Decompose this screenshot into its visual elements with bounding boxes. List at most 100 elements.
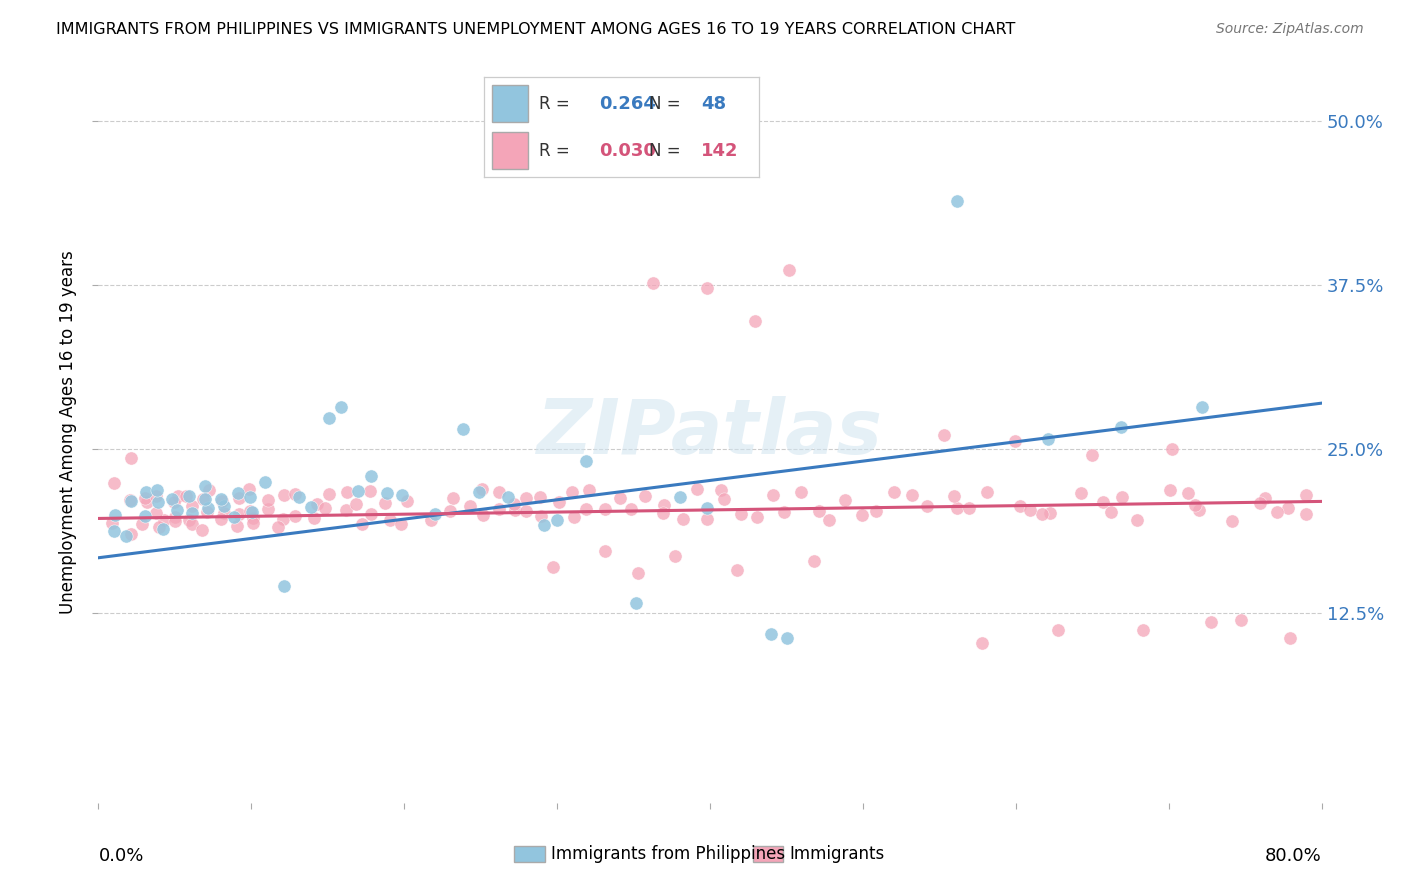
Point (360, 469, 382, 483)
Point (548, 494, 571, 508)
Point (288, 491, 311, 505)
Point (725, 563, 748, 577)
Point (267, 520, 290, 534)
Point (1220, 514, 1243, 528)
Point (374, 496, 396, 510)
Point (578, 483, 600, 497)
Point (209, 491, 232, 506)
Point (503, 502, 526, 516)
Point (335, 503, 357, 517)
Point (163, 494, 186, 508)
Point (744, 314, 766, 328)
Point (515, 504, 537, 518)
Point (575, 453, 598, 467)
Point (211, 493, 233, 508)
Point (378, 513, 401, 527)
Point (803, 554, 825, 568)
Point (1047, 623, 1070, 637)
Point (593, 543, 616, 558)
Point (1080, 448, 1102, 462)
Point (273, 488, 295, 502)
Point (120, 492, 142, 507)
Point (883, 484, 905, 499)
Point (773, 505, 796, 519)
Point (778, 262, 800, 277)
Point (103, 475, 125, 490)
Point (240, 505, 263, 519)
Point (212, 506, 235, 520)
Point (651, 506, 673, 520)
Point (134, 491, 156, 505)
Point (468, 485, 491, 500)
Point (225, 519, 247, 533)
Point (329, 400, 352, 414)
Point (441, 491, 464, 505)
Text: ZIPatlas: ZIPatlas (537, 396, 883, 469)
Point (318, 487, 340, 501)
Point (148, 520, 170, 534)
Point (166, 503, 188, 517)
Point (104, 508, 127, 522)
Point (529, 490, 551, 504)
Point (228, 491, 250, 506)
Point (153, 513, 176, 527)
Point (668, 490, 690, 504)
Point (179, 489, 201, 503)
Point (284, 487, 307, 501)
Point (359, 483, 381, 498)
Point (346, 483, 368, 498)
Point (1161, 442, 1184, 456)
Point (389, 517, 412, 532)
Point (302, 510, 325, 524)
Y-axis label: Unemployment Among Ages 16 to 19 years: Unemployment Among Ages 16 to 19 years (59, 251, 77, 615)
Point (915, 499, 938, 513)
Point (624, 596, 647, 610)
Point (228, 507, 250, 521)
Point (562, 510, 585, 524)
Point (180, 507, 202, 521)
Point (1031, 507, 1053, 521)
Point (439, 504, 461, 518)
Point (1111, 420, 1133, 434)
Point (1018, 502, 1040, 516)
Point (194, 479, 217, 493)
Point (254, 475, 277, 490)
Point (344, 498, 367, 512)
Point (1159, 483, 1181, 497)
Point (533, 517, 555, 532)
Point (134, 508, 156, 523)
Point (1177, 485, 1199, 500)
Point (239, 504, 262, 518)
Point (1295, 507, 1317, 521)
Point (696, 280, 718, 294)
Point (807, 504, 830, 518)
Point (696, 501, 718, 516)
Point (546, 513, 568, 527)
Point (177, 512, 200, 526)
Point (713, 492, 735, 507)
Point (135, 485, 157, 500)
Point (471, 482, 494, 496)
Text: Immigrants: Immigrants (790, 845, 884, 863)
Point (314, 500, 336, 515)
Point (488, 502, 510, 516)
Point (222, 510, 245, 524)
Point (195, 505, 218, 519)
Point (932, 428, 955, 442)
Point (391, 488, 413, 502)
Point (710, 483, 733, 497)
Point (256, 501, 278, 516)
Point (352, 516, 374, 531)
Point (197, 501, 219, 516)
Point (530, 509, 553, 524)
Text: 0.0%: 0.0% (98, 847, 143, 865)
Point (120, 493, 142, 508)
Point (163, 514, 186, 528)
Point (641, 277, 664, 291)
Point (115, 529, 138, 543)
Point (181, 500, 204, 514)
Point (496, 490, 519, 504)
Point (745, 510, 768, 524)
Point (166, 489, 188, 503)
Point (1070, 486, 1092, 500)
